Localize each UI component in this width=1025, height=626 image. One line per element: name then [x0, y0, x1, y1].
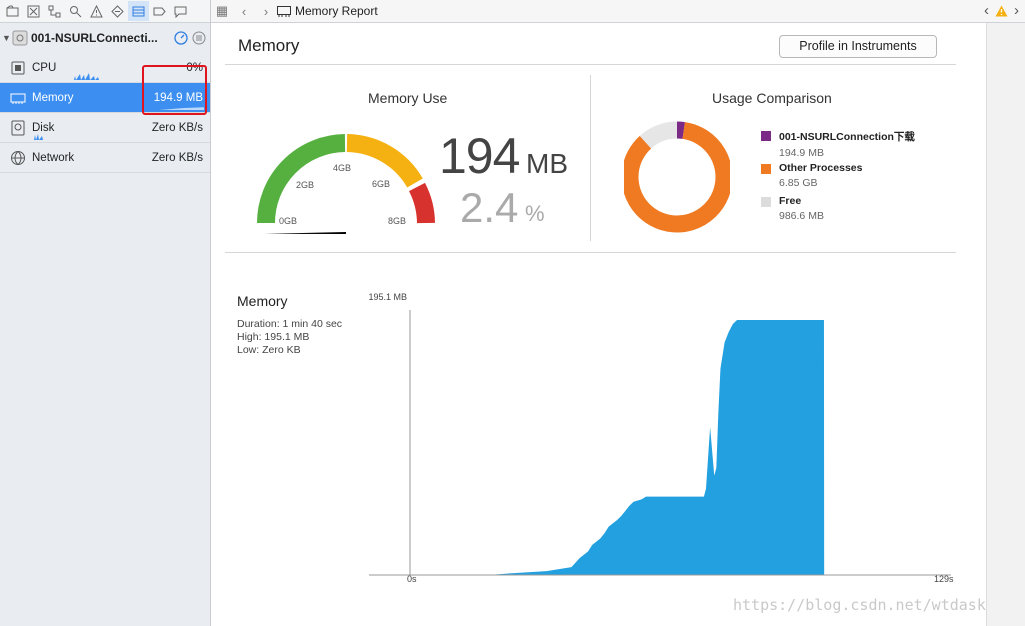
process-name: 001-NSURLConnecti...: [31, 31, 158, 45]
gauge-tick-label: 8GB: [388, 216, 406, 226]
graph-duration: Duration: 1 min 40 sec: [237, 318, 343, 330]
legend-swatch: [761, 164, 771, 174]
gauge-tick-label: 6GB: [372, 179, 390, 189]
gauge-tick-label: 0GB: [279, 216, 297, 226]
disk-sparkline: [34, 134, 43, 140]
disk-icon: [11, 120, 25, 135]
debug-navigator: ▼ 001-NSURLConnecti... CPU 0% Memory 194…: [0, 0, 211, 626]
memory-percent: 2.4: [460, 184, 519, 231]
gauge-value: 0%: [186, 61, 203, 74]
warning-icon[interactable]: [86, 1, 107, 21]
search-icon[interactable]: [65, 1, 86, 21]
x-end-label: 129s: [934, 574, 954, 584]
issue-navigation: ‹ ›: [984, 2, 1019, 19]
source-control-icon[interactable]: [23, 1, 44, 21]
warning-triangle-icon[interactable]: [995, 5, 1008, 17]
x-start-label: 0s: [407, 574, 417, 584]
memory-area-series: [410, 320, 825, 575]
gauge-red-arc: [408, 182, 435, 224]
gauge-disk[interactable]: Disk Zero KB/s: [0, 113, 210, 143]
process-row[interactable]: ▼ 001-NSURLConnecti...: [0, 23, 210, 53]
previous-issue-chevron-icon[interactable]: ‹: [984, 2, 989, 19]
app-process-icon: [12, 30, 28, 46]
legend-label: Other Processes: [779, 162, 863, 174]
memory-sparkline: [34, 107, 204, 110]
debug-gauge-icon[interactable]: [174, 31, 188, 45]
legend-item-free: Free 986.6 MB: [761, 195, 824, 222]
legend-item-app: 001-NSURLConnection下载 194.9 MB: [761, 129, 915, 159]
grid-icon[interactable]: ▦: [215, 3, 229, 18]
memory-report-icon: [277, 6, 291, 17]
network-globe-icon: [11, 150, 25, 165]
scrollbar-track[interactable]: [986, 23, 1025, 626]
gauge-value: Zero KB/s: [151, 151, 203, 164]
gauge-label: Disk: [32, 121, 55, 134]
gauge-tick-label: 4GB: [333, 163, 351, 173]
gauge-value: Zero KB/s: [151, 121, 203, 134]
gauge-yellow-arc: [346, 134, 423, 188]
gauge-memory[interactable]: Memory 194.9 MB: [0, 83, 210, 113]
memory-value-highlight: [142, 65, 207, 115]
report-title: Memory: [238, 36, 300, 55]
jump-bar: ▦ ‹ › Memory Report ‹ ›: [211, 0, 1025, 23]
memory-report: Memory Profile in Instruments Memory Use…: [211, 23, 986, 626]
memory-icon: [10, 93, 26, 104]
navigator-toolbar: [0, 0, 210, 23]
legend-swatch: [761, 197, 771, 207]
disclosure-triangle-icon[interactable]: ▼: [2, 33, 11, 43]
memory-area-chart: 195.1 MB 0s 129s: [368, 292, 954, 584]
gauge-cpu[interactable]: CPU 0%: [0, 53, 210, 83]
next-issue-chevron-icon[interactable]: ›: [1014, 2, 1019, 19]
gauge-tick-label: 2GB: [296, 180, 314, 190]
report-icon[interactable]: [170, 1, 191, 21]
graph-title: Memory: [237, 293, 288, 309]
gauge-needle: [264, 232, 347, 234]
gauge-label: Memory: [32, 91, 74, 104]
folder-icon[interactable]: [2, 1, 23, 21]
cpu-sparkline: [34, 73, 102, 80]
gauge-value: 194.9 MB: [153, 91, 203, 104]
legend-value: 194.9 MB: [779, 147, 824, 159]
donut-slice-2: [639, 121, 678, 149]
breakpoint-icon[interactable]: [149, 1, 170, 21]
legend-swatch: [761, 131, 771, 141]
divider: [590, 75, 591, 241]
legend-label: Free: [779, 195, 802, 207]
cpu-icon: [11, 61, 25, 74]
divider: [225, 252, 956, 253]
legend-value: 986.6 MB: [779, 210, 824, 222]
memory-unit: MB: [526, 148, 568, 179]
legend-label: 001-NSURLConnection下载: [779, 131, 915, 143]
gauge-label: Network: [32, 151, 75, 164]
graph-high: High: 195.1 MB: [237, 331, 310, 343]
memory-use-title: Memory Use: [368, 90, 448, 106]
legend-item-other: Other Processes 6.85 GB: [761, 162, 862, 189]
forward-chevron-icon[interactable]: ›: [263, 3, 269, 19]
graph-low: Low: Zero KB: [237, 344, 301, 356]
test-icon[interactable]: [107, 1, 128, 21]
watermark: https://blog.csdn.net/wtdask: [733, 596, 986, 614]
usage-comparison-title: Usage Comparison: [712, 90, 832, 106]
symbol-icon[interactable]: [44, 1, 65, 21]
legend-value: 6.85 GB: [779, 177, 818, 189]
gauge-green-arc: [257, 134, 346, 224]
back-chevron-icon[interactable]: ‹: [241, 3, 247, 19]
breadcrumb[interactable]: Memory Report: [295, 4, 378, 18]
donut-slice-1: [624, 122, 730, 233]
gauge-network[interactable]: Network Zero KB/s: [0, 143, 210, 173]
memory-percent-unit: %: [525, 201, 545, 226]
divider: [225, 64, 956, 65]
memory-value: 194: [439, 128, 520, 184]
profile-in-instruments-button[interactable]: Profile in Instruments: [779, 35, 937, 58]
pause-threads-icon[interactable]: [192, 31, 206, 45]
gauge-label: CPU: [32, 61, 57, 74]
memory-gauge: 2GB 4GB 6GB 8GB 0GB: [257, 134, 435, 234]
y-max-label: 195.1 MB: [368, 292, 407, 302]
usage-donut-chart: [624, 121, 730, 233]
debug-icon[interactable]: [128, 1, 149, 21]
